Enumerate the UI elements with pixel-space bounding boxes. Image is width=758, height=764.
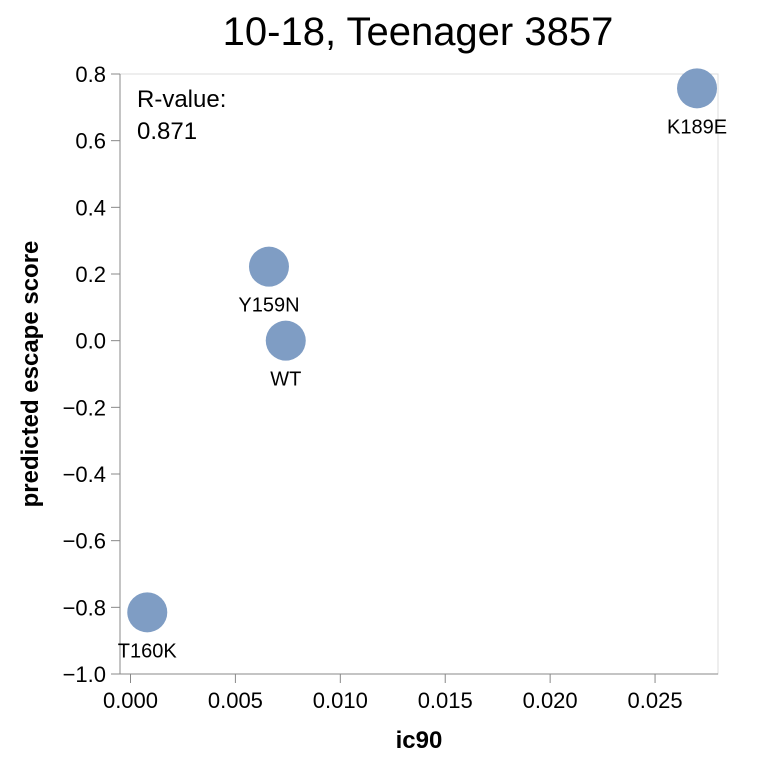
x-axis-title: ic90 xyxy=(396,727,443,754)
point-label: WT xyxy=(270,369,301,391)
y-axis: 0.8 0.6 0.4 0.2 0.0 −0.2 −0.4 −0.6 −0.8 −1.0 xyxy=(63,62,121,687)
point-label: T160K xyxy=(118,640,178,662)
x-axis: 0.000 0.005 0.010 0.015 0.020 0.025 xyxy=(103,673,718,713)
y-tick-label: −0.4 xyxy=(63,462,106,487)
x-tick-label: 0.005 xyxy=(208,688,263,713)
x-tick-label: 0.025 xyxy=(628,688,683,713)
data-point xyxy=(265,320,306,361)
y-tick-label: −0.6 xyxy=(63,529,106,554)
data-point xyxy=(248,246,289,287)
y-axis-title: predicted escape score xyxy=(17,241,44,508)
x-tick-label: 0.020 xyxy=(523,688,578,713)
y-tick-label: 0.6 xyxy=(75,129,106,154)
chart-title: 10-18, Teenager 3857 xyxy=(223,10,614,54)
r-value-number: 0.871 xyxy=(137,118,197,145)
data-point xyxy=(677,68,718,109)
data-points: K189E Y159N WT T160K xyxy=(118,68,727,662)
point-label: K189E xyxy=(667,116,727,138)
data-point xyxy=(127,592,168,633)
y-tick-label: 0.0 xyxy=(75,329,106,354)
x-tick-label: 0.010 xyxy=(313,688,368,713)
r-value-label: R-value: xyxy=(137,86,226,113)
x-tick-label: 0.000 xyxy=(103,688,158,713)
y-tick-label: 0.2 xyxy=(75,262,106,287)
y-tick-label: 0.4 xyxy=(75,195,106,220)
y-tick-label: −0.8 xyxy=(63,595,106,620)
y-tick-label: 0.8 xyxy=(75,62,106,87)
y-tick-label: −1.0 xyxy=(63,662,106,687)
y-tick-label: −0.2 xyxy=(63,395,106,420)
plot-frame xyxy=(119,73,719,675)
point-label: Y159N xyxy=(238,295,299,317)
x-tick-label: 0.015 xyxy=(418,688,473,713)
